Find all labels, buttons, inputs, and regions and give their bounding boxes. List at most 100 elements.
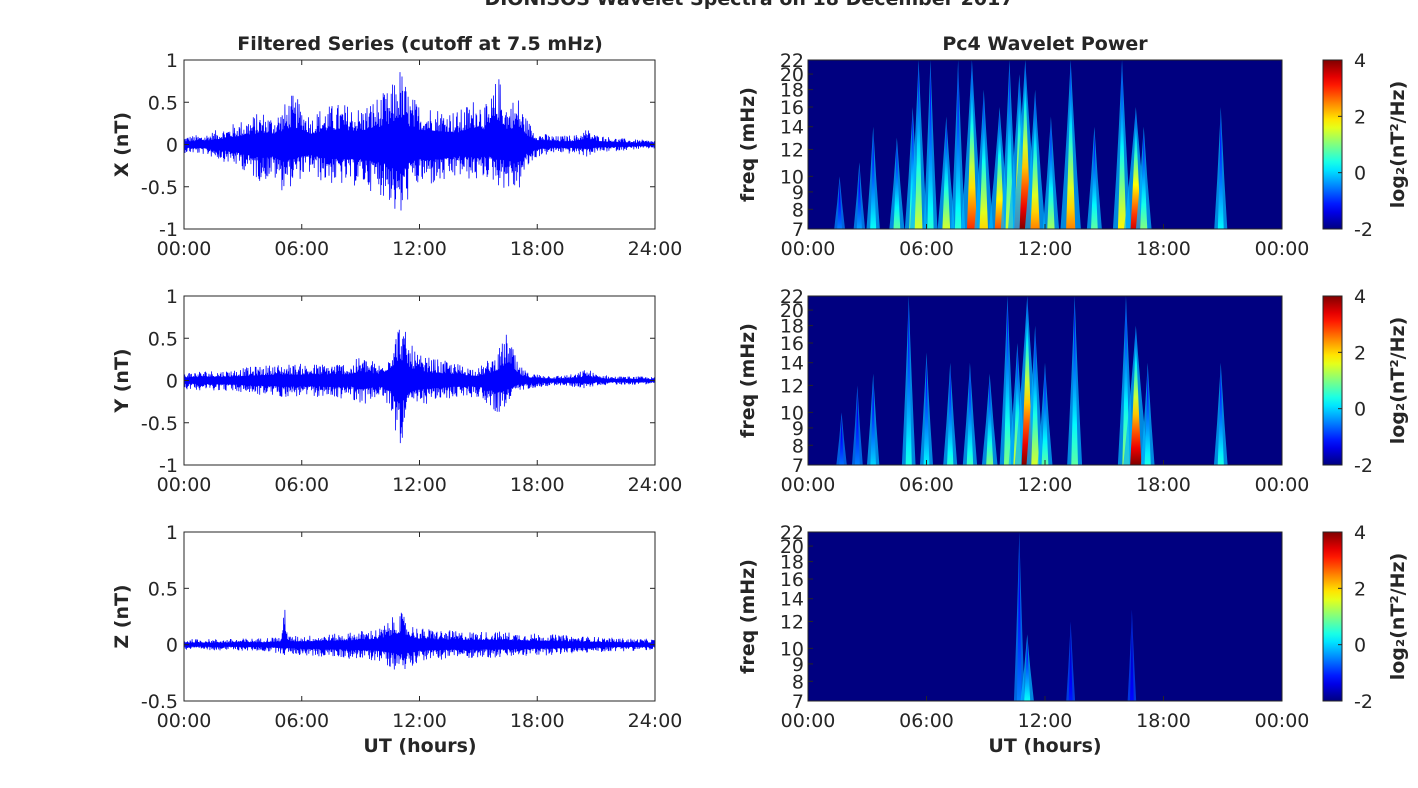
power-event [1217, 110, 1224, 229]
y-tick-label: -0.5 [141, 177, 178, 199]
y-axis-label: Y (nT) [111, 348, 133, 413]
y-tick-label: 1 [166, 286, 178, 308]
y-tick-label: 18 [780, 80, 804, 102]
colorbar-tick-label: 0 [1354, 163, 1366, 185]
y-tick-label: 22 [780, 522, 804, 544]
y-tick-label: 10 [780, 166, 804, 188]
y-tick-label: 0.5 [148, 578, 178, 600]
x-tick-label: 06:00 [274, 474, 329, 496]
y-tick-label: 18 [780, 316, 804, 338]
x-tick-label: 00:00 [157, 474, 212, 496]
power-event [839, 416, 844, 465]
colorbar-tick-label: 0 [1354, 635, 1366, 657]
power-event [1031, 329, 1039, 465]
series-line [183, 329, 656, 444]
y-tick-label: 22 [780, 286, 804, 308]
power-event [947, 366, 954, 465]
y-tick-label: 12 [780, 611, 804, 633]
power-event [966, 64, 977, 229]
power-event [1016, 536, 1022, 701]
y-tick-label: 0.5 [148, 328, 178, 350]
figure-title: DIONISOS Wavelet Spectra on 18 December … [484, 0, 1013, 10]
colorbar-tick-label: 0 [1354, 399, 1366, 421]
y-axis-label: X (nT) [111, 112, 133, 177]
y-tick-label: 7 [792, 691, 804, 713]
power-event [1024, 638, 1031, 701]
colorbar-tick-label: 4 [1354, 522, 1366, 544]
y-tick-label: 1 [166, 522, 178, 544]
x-tick-label: 00:00 [1255, 238, 1310, 260]
power-event [1041, 366, 1049, 465]
power-event [986, 377, 994, 465]
y-tick-label: 16 [780, 333, 804, 355]
power-event [837, 180, 843, 229]
power-event [870, 377, 876, 465]
y-tick-label: 14 [780, 353, 804, 375]
power-event [1005, 64, 1014, 229]
y-tick-label: 7 [792, 455, 804, 477]
panels: 10.50-0.5-100:00 06:00 12:00 18:00 24:00X (n… [111, 50, 1409, 732]
y-tick-label: 20 [780, 536, 804, 558]
power-event [1117, 64, 1127, 229]
x-tick-label: 00:00 [781, 474, 836, 496]
x-tick-label: 00:00 [781, 238, 836, 260]
plot-area [184, 532, 655, 701]
colorbar-label: log₂(nT²/Hz) [1387, 553, 1409, 681]
y-tick-label: 0 [166, 135, 178, 157]
y-axis-label: Z (nT) [111, 584, 133, 648]
x-tick-label: 18:00 [510, 474, 565, 496]
power-event [870, 130, 877, 229]
x-tick-label: 12:00 [392, 710, 447, 732]
power-event [1144, 366, 1151, 465]
colorbar-tick-label: -2 [1354, 219, 1373, 241]
x-tick-label: 18:00 [1136, 710, 1191, 732]
series-line [183, 609, 656, 670]
y-tick-label: -1 [159, 455, 178, 477]
power-event [942, 120, 951, 229]
x-tick-label: 06:00 [899, 238, 954, 260]
x-tick-label: 24:00 [628, 474, 683, 496]
y-tick-label: 16 [780, 97, 804, 119]
colorbar-tick-label: 2 [1354, 578, 1366, 600]
colorbar-tick-label: 4 [1354, 50, 1366, 72]
colorbar-tick-label: -2 [1354, 691, 1373, 713]
y-tick-label: 22 [780, 50, 804, 72]
y-tick-label: 1 [166, 50, 178, 72]
y-axis-label: freq (mHz) [737, 87, 759, 202]
y-tick-label: 20 [780, 64, 804, 86]
x-tick-label: 06:00 [899, 474, 954, 496]
y-tick-label: 9 [792, 182, 804, 204]
left-column-title: Filtered Series (cutoff at 7.5 mHz) [237, 33, 603, 55]
power-event [923, 356, 930, 465]
colorbar-tick-label: 4 [1354, 286, 1366, 308]
x-tick-label: 24:00 [628, 710, 683, 732]
power-event [893, 141, 901, 229]
y-tick-label: 12 [780, 375, 804, 397]
left-x-axis-label: UT (hours) [363, 735, 476, 757]
colorbar-scale [1322, 531, 1343, 702]
power-event [1066, 64, 1076, 229]
power-event [1068, 625, 1073, 701]
y-tick-label: 9 [792, 654, 804, 676]
y-tick-label: -1 [159, 219, 178, 241]
series-line [183, 72, 656, 211]
y-tick-label: 20 [780, 300, 804, 322]
series-y: 1 0.5 0 -0.5 -100:00 06:00 12:00 18:00 24:00 Y (n… [111, 286, 682, 496]
colorbar-scale [1322, 59, 1343, 230]
y-tick-label: 0 [166, 635, 178, 657]
y-tick-label: 0.5 [148, 92, 178, 114]
y-tick-label: 18 [780, 552, 804, 574]
power-event [914, 64, 923, 229]
power-event [856, 166, 862, 229]
colorbar: 4 2 0 -2 log₂(nT²/Hz) [1322, 522, 1409, 713]
power-event [1003, 300, 1011, 465]
colorbar-scale [1322, 295, 1343, 466]
x-tick-label: 12:00 [1018, 710, 1073, 732]
power-event [1071, 300, 1078, 465]
power-event [994, 110, 1005, 229]
power-event [1130, 329, 1142, 465]
colorbar: 4 2 0 -2 log₂(nT²/Hz) [1322, 286, 1409, 477]
